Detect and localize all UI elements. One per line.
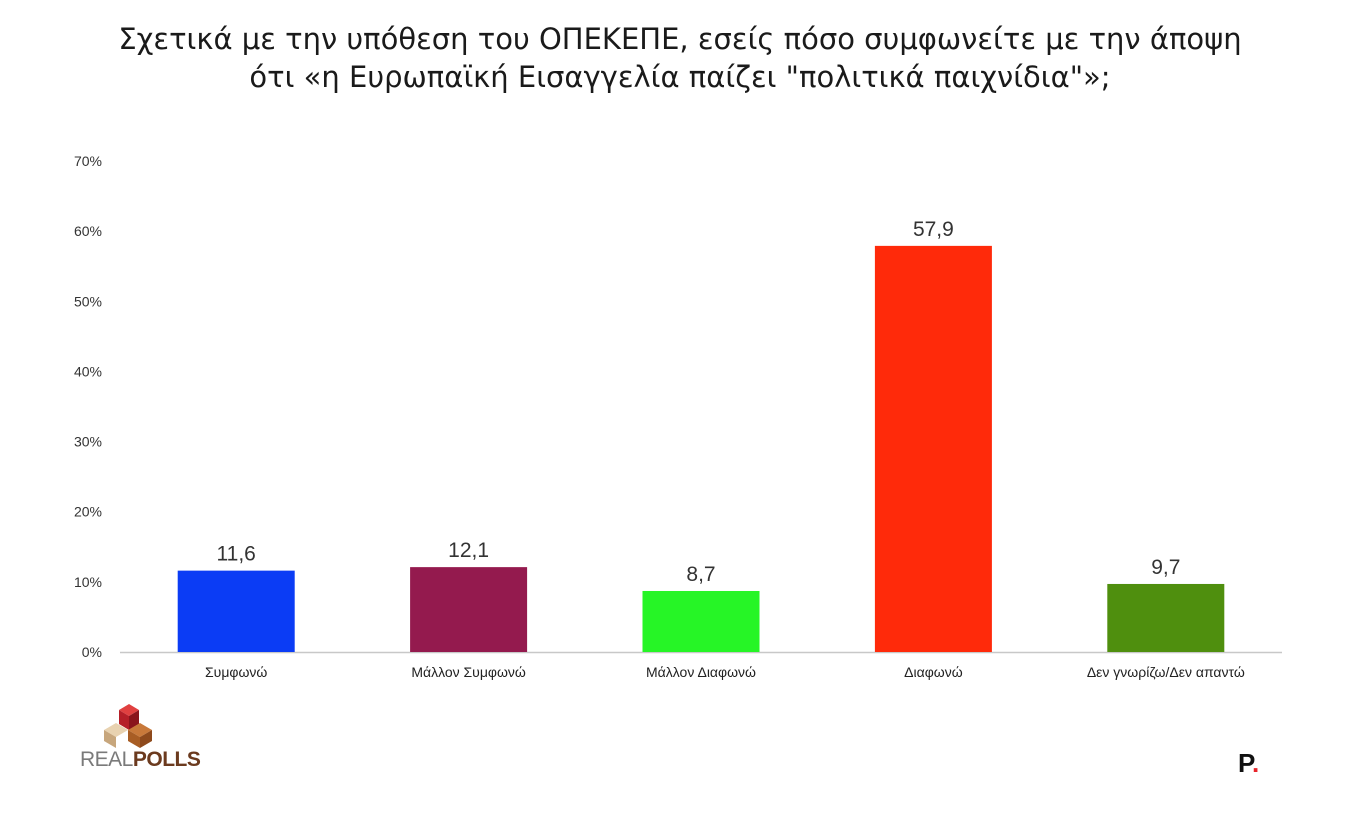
y-tick-label: 40% [74,363,102,379]
publisher-logo: P. [1238,748,1259,779]
y-tick-label: 10% [74,574,102,590]
y-tick-label: 70% [74,153,102,169]
x-tick-label: Δεν γνωρίζω/Δεν απαντώ [1087,664,1245,680]
x-tick-label: Μάλλον Συμφωνώ [411,664,526,680]
data-label: 9,7 [1151,556,1180,579]
x-tick-label: Διαφωνώ [904,664,963,680]
y-tick-label: 50% [74,293,102,309]
data-label: 11,6 [217,543,256,566]
data-label: 57,9 [913,218,954,241]
x-tick-label: Συμφωνώ [205,664,267,680]
chart-title-line-2: ότι «η Ευρωπαϊκή Εισαγγελία παίζει "πολι… [249,60,1111,94]
y-tick-label: 60% [74,223,102,239]
y-tick-label: 30% [74,434,102,450]
realpolls-logo-text-real: REAL [80,748,133,771]
bar [642,590,760,652]
realpolls-cube-icon [104,704,152,748]
y-tick-label: 0% [82,644,102,660]
realpolls-logo-text-polls: POLLS [132,748,201,771]
bar [177,570,295,652]
x-tick-label: Μάλλον Διαφωνώ [646,664,756,680]
y-tick-label: 20% [74,504,102,520]
bar [410,567,528,652]
data-label: 12,1 [448,539,489,562]
publisher-logo-dot: . [1252,748,1260,778]
bar [874,245,992,652]
publisher-logo-letter: P [1238,748,1252,778]
data-label: 8,7 [686,563,715,586]
realpolls-logo: REALPOLLS [74,700,201,780]
bar [1107,583,1225,652]
chart-title-line-1: Σχετικά με την υπόθεση του ΟΠΕΚΕΠΕ, εσεί… [118,22,1242,56]
